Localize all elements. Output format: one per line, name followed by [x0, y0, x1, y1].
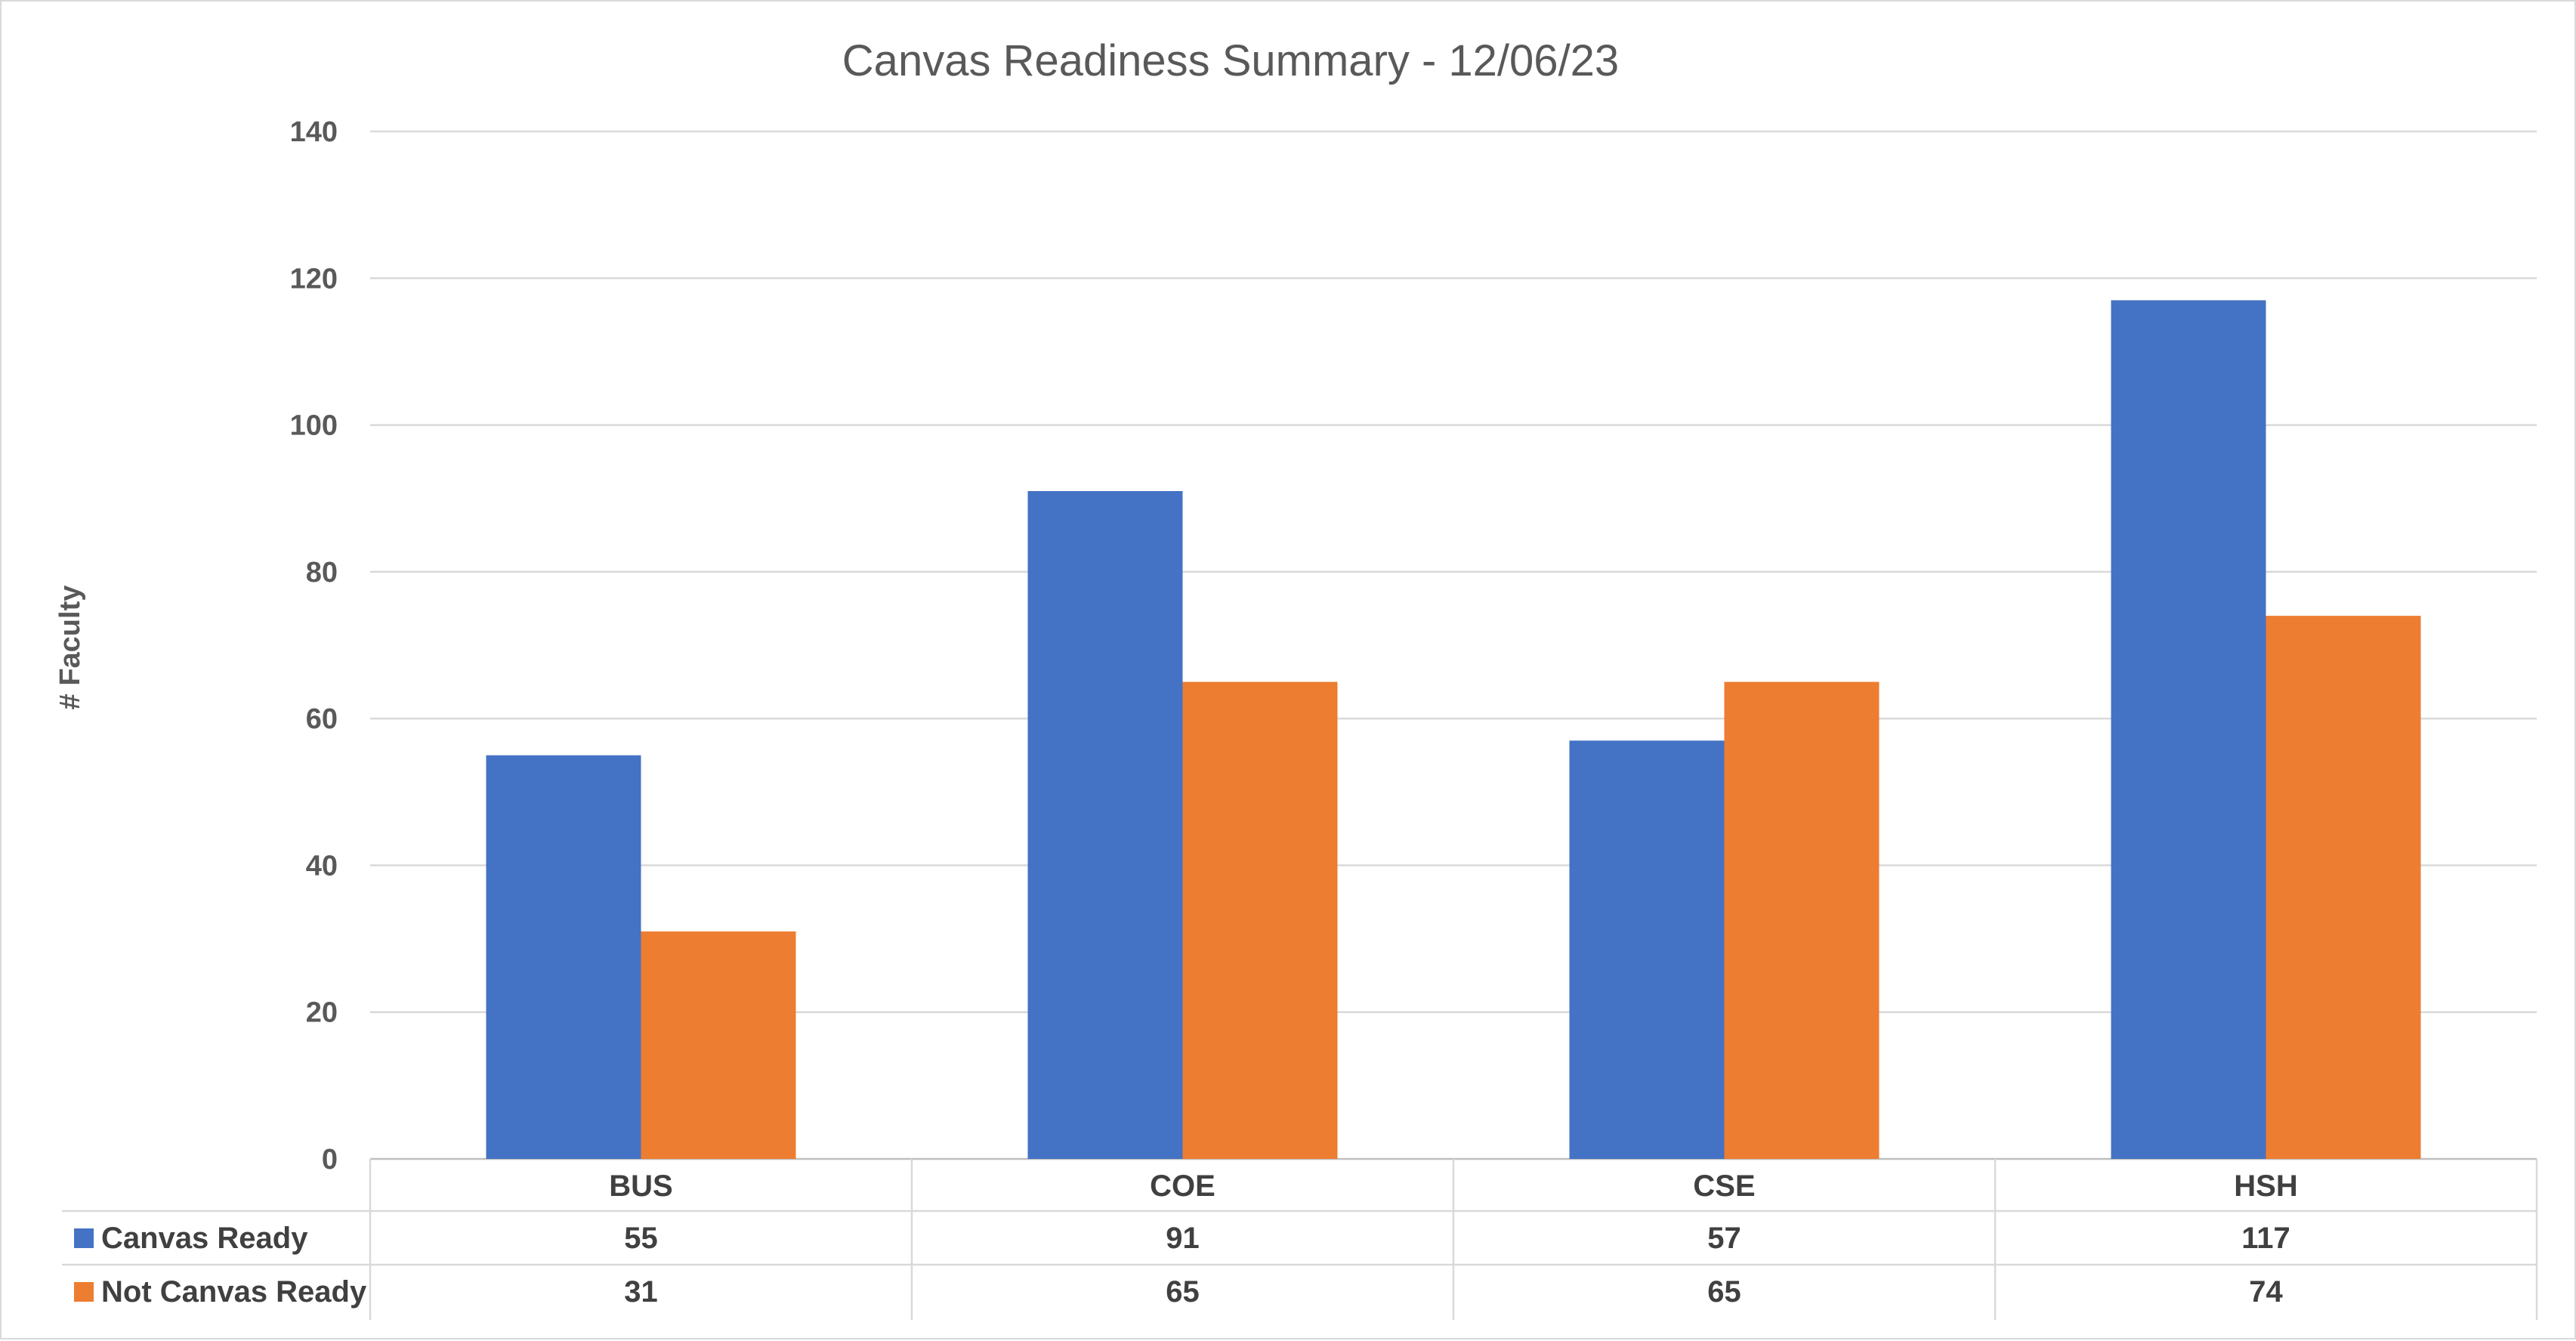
y-tick-label: 140 — [290, 116, 338, 148]
category-label: HSH — [2234, 1170, 2297, 1203]
category-label: COE — [1150, 1170, 1215, 1203]
bar-not-canvas-ready-coe — [1182, 681, 1338, 1159]
chart-title: Canvas Readiness Summary - 12/06/23 — [842, 36, 1619, 85]
bar-not-canvas-ready-cse — [1724, 681, 1879, 1159]
y-tick-label: 80 — [306, 557, 338, 589]
table-cell-value: 65 — [1166, 1275, 1200, 1309]
y-axis-title: # Faculty — [54, 586, 86, 710]
table-cell-value: 57 — [1707, 1222, 1741, 1255]
legend-key-not-canvas-ready — [74, 1282, 94, 1302]
y-tick-label: 100 — [290, 410, 338, 442]
category-label: CSE — [1693, 1170, 1755, 1203]
category-label: BUS — [609, 1170, 672, 1203]
y-tick-label: 0 — [322, 1144, 338, 1176]
legend-label: Canvas Ready — [101, 1222, 308, 1255]
bar-not-canvas-ready-bus — [641, 931, 796, 1159]
table-cell-value: 91 — [1166, 1222, 1200, 1255]
legend-key-canvas-ready — [74, 1228, 94, 1248]
y-tick-label: 20 — [306, 997, 338, 1029]
y-tick-label: 60 — [306, 703, 338, 735]
bar-canvas-ready-coe — [1027, 491, 1183, 1159]
data-table: BUS COE CSE HSH Canvas Ready 55 91 57 117 Not Can… — [62, 1159, 2538, 1320]
bar-canvas-ready-bus — [486, 755, 641, 1159]
table-cell-value: 31 — [624, 1275, 658, 1309]
legend-label: Not Canvas Ready — [101, 1275, 367, 1309]
y-axis-ticks: 0 20 40 60 80 100 120 140 — [290, 116, 338, 1176]
bar-not-canvas-ready-hsh — [2266, 616, 2421, 1159]
table-cell-value: 55 — [624, 1222, 658, 1255]
table-cell-value: 74 — [2249, 1275, 2283, 1309]
table-cell-value: 117 — [2241, 1222, 2290, 1255]
table-cell-value: 65 — [1707, 1275, 1741, 1309]
y-tick-label: 120 — [290, 263, 338, 295]
y-tick-label: 40 — [306, 850, 338, 882]
bar-canvas-ready-cse — [1569, 740, 1725, 1159]
bar-canvas-ready-hsh — [2111, 300, 2266, 1159]
bars — [486, 300, 2421, 1159]
